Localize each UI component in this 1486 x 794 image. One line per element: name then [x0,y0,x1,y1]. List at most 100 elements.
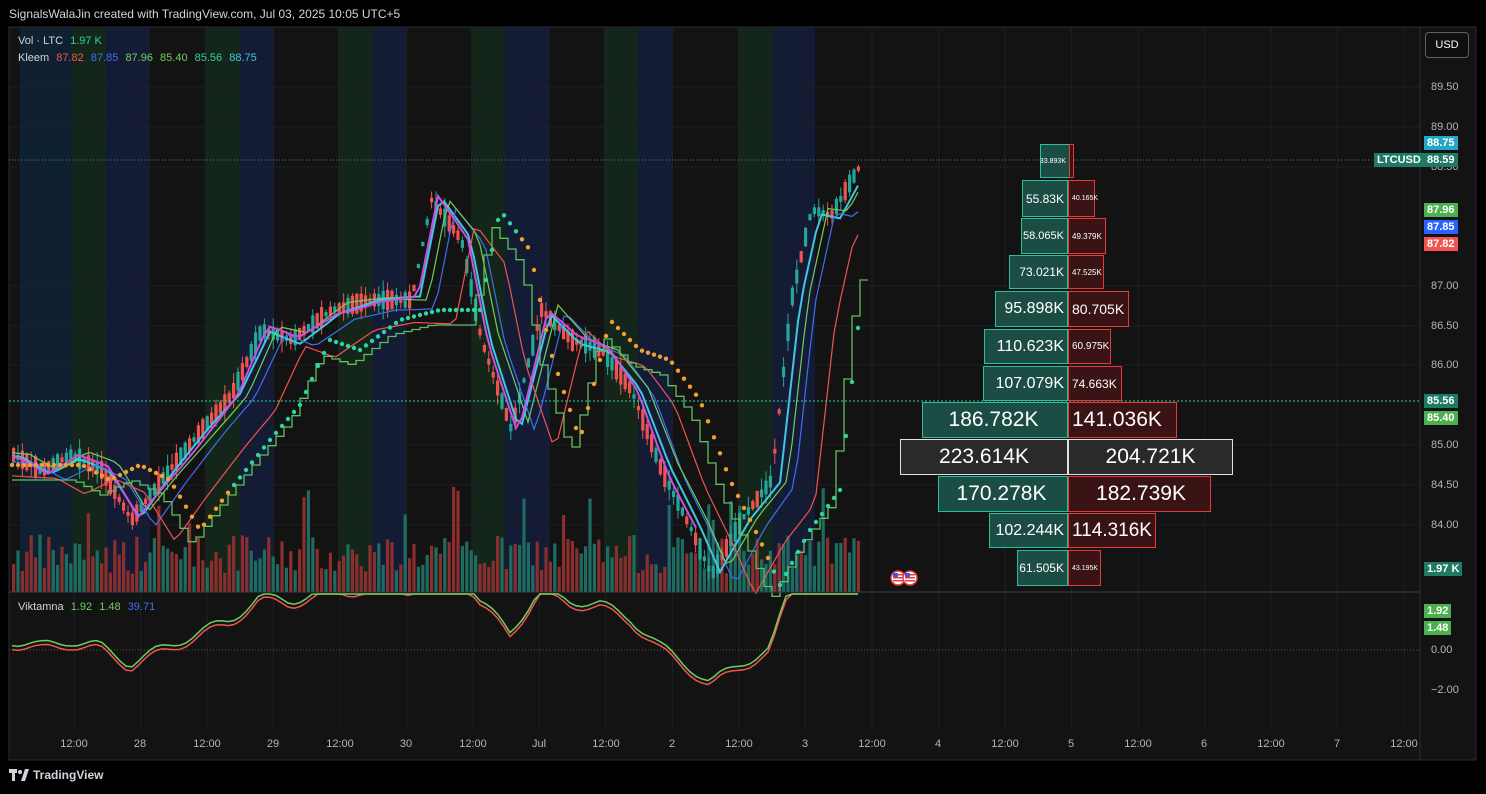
candle-body [113,485,117,499]
volume-bar [104,547,108,592]
volume-bar [570,540,574,592]
candle-body [100,460,104,480]
volume-bar [306,490,310,592]
candle-body [258,326,262,341]
tradingview-logo[interactable]: TradingView [9,768,103,782]
kleem-legend[interactable]: Kleem 87.82 87.85 87.96 85.40 85.56 88.7… [18,52,261,64]
volume-bar [372,552,376,592]
osc-tag: 1.92 [1424,604,1452,618]
candle-body [557,324,561,331]
trail-dot [57,462,63,468]
price-tag: 87.96 [1424,203,1458,217]
volume-bar [196,537,200,592]
trail-dot [783,571,789,577]
candle-body [342,302,346,312]
candle-body [460,240,464,248]
candle-body [636,405,640,411]
candle-body [91,460,95,471]
trail-dot [357,347,363,353]
volume-bar [166,548,170,592]
trail-dot [843,433,849,439]
candle-body [852,169,856,183]
trail-dot [177,494,183,499]
volume-bar [161,545,165,592]
volume-bar [579,553,583,592]
trail-dot [549,353,555,359]
trail-dot [183,504,189,509]
candle-body [812,207,816,215]
volume-bar [733,543,737,592]
trail-dot [777,582,783,588]
volume-bar [474,555,478,592]
vp-sell-cell: 80.705K [1068,291,1129,327]
kleem-value-4: 85.40 [160,52,188,64]
trail-dot [477,307,483,313]
volume-legend[interactable]: Vol · LTC 1.97 K [18,35,106,47]
trail-dot [369,338,375,344]
trail-dot [555,371,561,377]
kleem-value-1: 87.82 [56,52,84,64]
candle-body [262,324,266,338]
candle-body [843,182,847,201]
vp-buy-cell: 33.893K [1040,144,1070,178]
candle-body [302,325,306,336]
trail-dot [15,462,21,468]
volume-bar [421,564,425,592]
trail-dot [567,407,573,413]
volume-bar [694,553,698,592]
volume-bar [698,548,702,592]
candle-body [786,323,790,342]
volume-bars [12,487,860,592]
volume-bar [82,559,86,592]
time-axis-label: 3 [801,738,809,750]
volume-bar [452,487,456,592]
volume-bar [786,535,790,592]
volume-bar [355,554,359,592]
candle-body [482,345,486,352]
trail-dot [429,309,435,315]
volume-bar [843,537,847,592]
vp-buy-cell: 55.83K [1022,180,1068,217]
time-axis-label: 12:00 [60,738,88,750]
osc-green-line [11,593,858,682]
volume-bar [113,540,117,592]
trail-dot [765,555,771,561]
volume-bar [834,543,838,592]
trail-dot [243,467,249,473]
volume-bar [20,570,24,592]
trail-dot [393,320,399,326]
trail-dot [753,529,759,535]
volume-bar [645,554,649,592]
volume-bar [808,541,812,592]
viktamna-oscillator [11,593,858,686]
candle-body [130,512,134,526]
vp-poc-sell-cell: 204.721K [1068,439,1233,475]
currency-button[interactable]: USD [1425,32,1469,58]
vp-sell-cell [1069,144,1074,178]
trail-dot [207,514,213,519]
volume-bar [469,550,473,592]
volume-bar [170,551,174,592]
kleem-value-3: 87.96 [125,52,153,64]
session-band [240,28,273,592]
volume-bar [135,536,139,592]
price-axis-label: 89.00 [1431,121,1459,133]
price-axis-label: 89.50 [1431,81,1459,93]
trail-dot [159,473,165,479]
volume-bar [130,573,134,592]
volume-bar [249,550,253,592]
volume-bar [623,556,627,592]
volume-bar [64,554,68,592]
trail-dot [345,343,351,349]
candle-body [826,211,830,217]
trail-dot [51,462,57,468]
trail-dot [333,339,339,345]
trail-dot [633,343,639,349]
trail-dot [795,549,801,555]
us-flag-event-icon[interactable] [890,570,922,586]
vp-sell-cell: 47.525K [1068,255,1104,289]
volume-bar [548,561,552,592]
trail-dot [273,430,279,436]
viktamna-legend[interactable]: Viktamna 1.92 1.48 39.71 [18,601,159,613]
vp-buy-cell: 107.079K [983,366,1068,401]
